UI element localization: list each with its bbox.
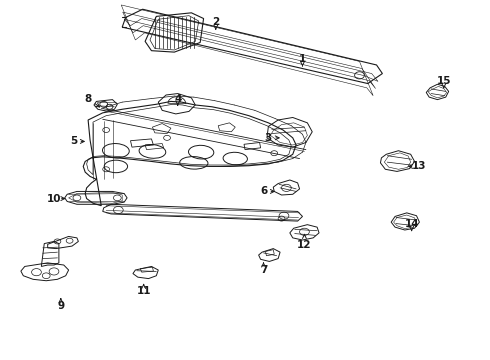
Text: 7: 7: [260, 265, 267, 275]
Text: 12: 12: [297, 240, 312, 250]
Text: 15: 15: [437, 76, 451, 86]
Text: 3: 3: [265, 133, 272, 143]
Text: 5: 5: [70, 136, 77, 147]
Text: 10: 10: [47, 194, 61, 203]
Text: 8: 8: [84, 94, 92, 104]
Text: 6: 6: [260, 186, 267, 197]
Text: 14: 14: [404, 219, 419, 229]
Text: 1: 1: [299, 54, 306, 64]
Text: 9: 9: [57, 301, 64, 311]
Text: 11: 11: [136, 287, 151, 296]
Text: 4: 4: [174, 94, 181, 104]
Text: 2: 2: [212, 17, 220, 27]
Text: 13: 13: [412, 161, 427, 171]
